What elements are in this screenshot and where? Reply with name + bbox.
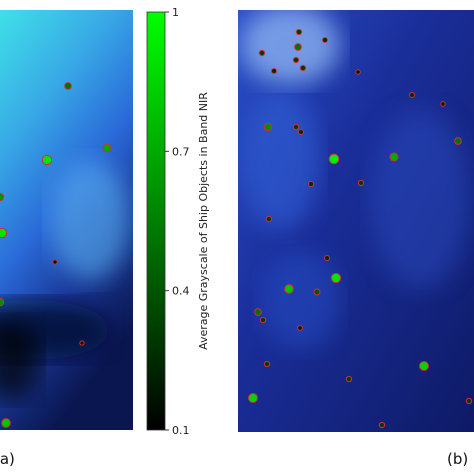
ship-marker (263, 360, 271, 368)
ship-marker (102, 143, 112, 153)
colorbar-tick-label: 0.4 (172, 285, 190, 298)
ship-marker (295, 28, 303, 36)
ship-marker (419, 361, 429, 371)
ship-marker (298, 129, 304, 135)
ships (248, 28, 473, 429)
ship-marker (328, 153, 340, 165)
ship-marker (248, 393, 258, 403)
ship-marker (0, 227, 8, 239)
ship-marker (389, 152, 399, 162)
ship-marker (330, 272, 342, 284)
colorbar-tick-label: 1 (172, 6, 179, 19)
ship-marker (294, 43, 302, 51)
panel-a-image (0, 10, 133, 430)
ship-marker (292, 56, 300, 64)
ships (0, 82, 112, 428)
ship-marker (284, 284, 294, 294)
ship-marker (79, 340, 85, 346)
ship-marker (263, 122, 273, 132)
ship-marker (1, 418, 11, 428)
ship-marker (322, 37, 328, 43)
ship-marker (324, 255, 330, 261)
ship-marker (292, 123, 300, 131)
colorbar-tick-label: 0.1 (172, 424, 190, 437)
panel-label: (b) (447, 450, 468, 468)
ship-marker (454, 137, 462, 145)
ship-marker (259, 316, 267, 324)
panel-label: (a) (0, 450, 15, 468)
panel-b-image (238, 10, 474, 432)
ship-marker (440, 101, 446, 107)
colorbar (146, 11, 166, 431)
ship-marker (299, 64, 307, 72)
ship-marker (271, 68, 277, 74)
ship-marker (378, 421, 386, 429)
ship-marker (254, 308, 262, 316)
ship-marker (258, 49, 266, 57)
ship-marker (0, 297, 5, 307)
ship-marker (345, 375, 353, 383)
ship-marker (41, 154, 53, 166)
ship-marker (465, 397, 473, 405)
colorbar-label: Average Grayscale of Ship Objects in Ban… (197, 92, 210, 350)
ship-marker (409, 92, 415, 98)
ship-marker (64, 82, 72, 90)
ship-marker (52, 259, 58, 265)
ship-marker (0, 192, 5, 202)
ship-marker (313, 288, 321, 296)
ship-marker (308, 181, 314, 187)
ship-marker (297, 325, 303, 331)
ship-marker (357, 179, 365, 187)
ship-marker (355, 69, 361, 75)
colorbar-tick-label: 0.7 (172, 145, 190, 158)
ship-marker (265, 215, 273, 223)
